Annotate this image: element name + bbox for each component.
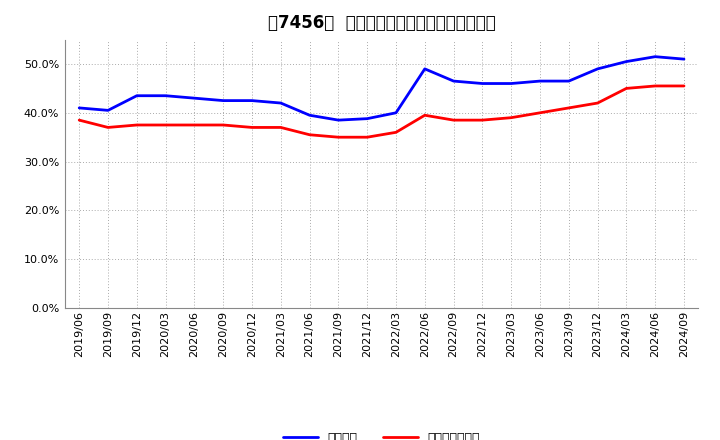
Line: 固定長期適合率: 固定長期適合率 — [79, 86, 684, 137]
固定比率 — [248, 98, 256, 103]
固定長期適合率 — [593, 100, 602, 106]
固定比率 — [449, 78, 458, 84]
固定長期適合率 — [392, 130, 400, 135]
固定比率 — [622, 59, 631, 64]
Line: 固定比率: 固定比率 — [79, 57, 684, 120]
固定長期適合率 — [478, 117, 487, 123]
固定比率 — [478, 81, 487, 86]
固定比率 — [680, 56, 688, 62]
固定比率 — [334, 117, 343, 123]
固定比率 — [564, 78, 573, 84]
固定比率 — [651, 54, 660, 59]
固定長期適合率 — [651, 83, 660, 88]
固定長期適合率 — [219, 122, 228, 128]
固定長期適合率 — [420, 113, 429, 118]
Title: ［7456］  固定比率、固定長期適合率の推移: ［7456］ 固定比率、固定長期適合率の推移 — [268, 15, 495, 33]
固定比率 — [363, 116, 372, 121]
固定長期適合率 — [536, 110, 544, 115]
固定比率 — [593, 66, 602, 72]
固定比率 — [190, 95, 199, 101]
固定長期適合率 — [132, 122, 141, 128]
固定長期適合率 — [680, 83, 688, 88]
固定比率 — [161, 93, 170, 99]
固定長期適合率 — [507, 115, 516, 120]
固定比率 — [104, 108, 112, 113]
固定比率 — [75, 105, 84, 110]
固定長期適合率 — [161, 122, 170, 128]
固定比率 — [507, 81, 516, 86]
固定比率 — [420, 66, 429, 72]
固定長期適合率 — [104, 125, 112, 130]
固定長期適合率 — [449, 117, 458, 123]
固定比率 — [132, 93, 141, 99]
固定長期適合率 — [305, 132, 314, 137]
固定比率 — [305, 113, 314, 118]
固定長期適合率 — [363, 135, 372, 140]
固定長期適合率 — [248, 125, 256, 130]
Legend: 固定比率, 固定長期適合率: 固定比率, 固定長期適合率 — [278, 427, 485, 440]
固定比率 — [536, 78, 544, 84]
固定長期適合率 — [564, 105, 573, 110]
固定比率 — [392, 110, 400, 115]
固定長期適合率 — [75, 117, 84, 123]
固定比率 — [219, 98, 228, 103]
固定長期適合率 — [334, 135, 343, 140]
固定長期適合率 — [190, 122, 199, 128]
固定比率 — [276, 100, 285, 106]
固定長期適合率 — [622, 86, 631, 91]
固定長期適合率 — [276, 125, 285, 130]
